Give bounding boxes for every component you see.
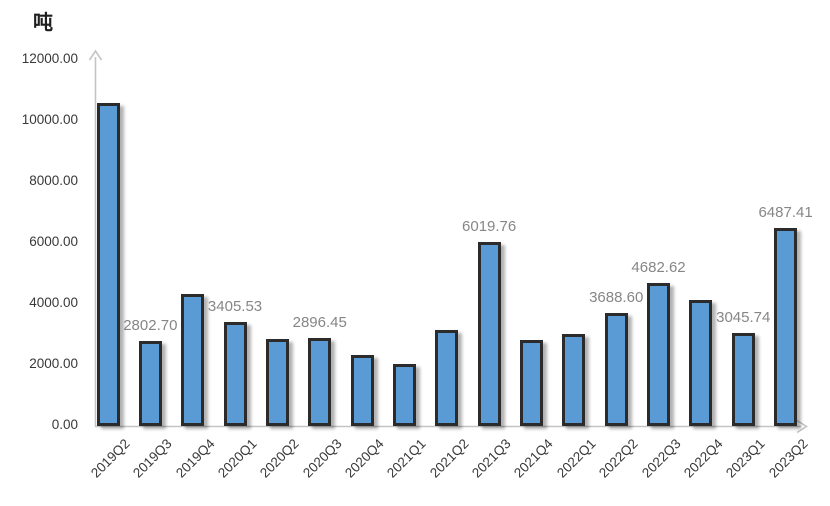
data-label-2020Q1: 3405.53 (207, 298, 263, 315)
bar-2020Q2 (265, 339, 289, 426)
y-axis-arrow-icon (88, 49, 103, 61)
data-label-2023Q1: 3045.74 (716, 309, 771, 326)
y-tick-12000.00: 12000.00 (21, 51, 78, 66)
bar-2022Q2 (604, 313, 628, 426)
y-tick-2000.00: 2000.00 (29, 356, 78, 371)
bar-2022Q3 (647, 283, 671, 426)
bar-2021Q2 (435, 330, 459, 426)
bar-2019Q2 (96, 103, 120, 426)
data-label-2022Q3: 4682.62 (631, 259, 686, 276)
y-tick-4000.00: 4000.00 (29, 295, 78, 310)
y-tick-6000.00: 6000.00 (29, 234, 78, 249)
bar-2019Q3 (138, 341, 162, 426)
y-axis-unit-label: 吨 (33, 12, 54, 34)
y-tick-10000.00: 10000.00 (21, 112, 78, 127)
bar-2020Q4 (350, 355, 374, 426)
data-label-2019Q3: 2802.70 (123, 317, 178, 334)
bar-2023Q1 (731, 333, 755, 426)
bar-2019Q4 (181, 294, 205, 426)
bar-2021Q1 (392, 364, 416, 426)
y-tick-0.00: 0.00 (51, 417, 78, 432)
bar-2023Q2 (774, 228, 798, 426)
y-tick-8000.00: 8000.00 (29, 173, 78, 188)
bar-2022Q1 (562, 334, 586, 426)
bar-2020Q1 (223, 322, 247, 426)
data-label-2022Q2: 3688.60 (589, 289, 644, 306)
bar-2021Q4 (520, 340, 543, 426)
x-axis-arrow-icon (796, 419, 808, 434)
bar-2020Q3 (308, 338, 332, 426)
bar-2021Q3 (477, 242, 501, 426)
data-label-2020Q3: 2896.45 (292, 314, 347, 331)
bar-2022Q4 (689, 300, 713, 426)
data-label-2021Q3: 6019.76 (462, 218, 517, 235)
data-label-2023Q2: 6487.41 (758, 204, 813, 221)
